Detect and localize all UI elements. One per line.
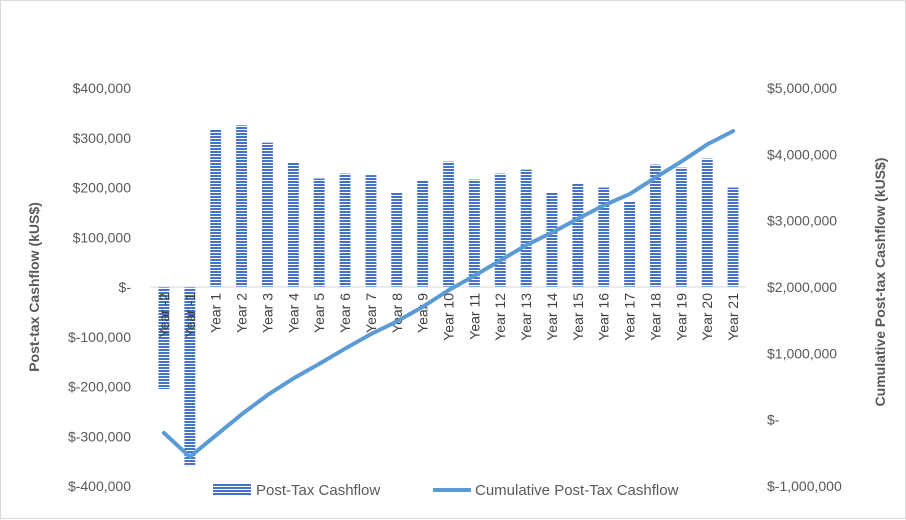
- bar-year-2: [158, 287, 170, 389]
- bar-year12: [494, 173, 506, 287]
- category-label: Year 1: [208, 293, 224, 333]
- legend-line-label: Cumulative Post-Tax Cashflow: [475, 482, 679, 499]
- category-label: Year 10: [441, 293, 457, 341]
- category-label: Year 13: [518, 293, 534, 341]
- bar-year17: [624, 201, 636, 287]
- category-label: Year 7: [363, 293, 379, 333]
- bar-year2: [236, 125, 247, 287]
- left-tick-label: $-100,000: [68, 329, 131, 345]
- category-label: Year 5: [311, 293, 327, 333]
- right-tick-label: $4,000,000: [767, 146, 837, 162]
- bar-year1: [210, 129, 222, 287]
- bar-year7: [365, 175, 377, 287]
- left-tick-label: $200,000: [73, 180, 132, 196]
- category-label: Year 12: [492, 293, 508, 341]
- right-tick-label: $5,000,000: [767, 80, 837, 96]
- right-axis-ticks: $5,000,000 $4,000,000 $3,000,000 $2,000,000…: [767, 80, 842, 494]
- left-tick-label: $400,000: [73, 80, 132, 96]
- category-label: Year 16: [596, 293, 612, 341]
- bar-year11: [468, 179, 480, 287]
- left-tick-label: $-: [119, 279, 132, 295]
- category-label: Year 20: [699, 293, 715, 341]
- left-axis-title: Post-tax Cashflow (kUS$): [26, 202, 42, 372]
- category-label: Year 3: [259, 293, 275, 333]
- bar-year4: [287, 162, 299, 287]
- bar-year15: [572, 183, 584, 287]
- bar-year10: [443, 161, 454, 287]
- category-label: Year 11: [466, 293, 482, 340]
- category-label: Year -1: [182, 293, 198, 338]
- right-tick-label: $1,000,000: [767, 345, 837, 361]
- bar-year5: [313, 178, 325, 287]
- bar-year8: [391, 192, 403, 287]
- bar-year18: [650, 164, 661, 287]
- line-series: [161, 129, 736, 459]
- category-label: Year 19: [673, 293, 689, 341]
- left-tick-label: $300,000: [73, 130, 132, 146]
- left-tick-label: $-400,000: [68, 478, 131, 494]
- bar-year16: [598, 187, 610, 287]
- bar-year3: [262, 142, 273, 287]
- category-label: Year 18: [647, 293, 663, 341]
- right-axis-title: Cumulative Post-tax Cashflow (kUS$): [872, 158, 888, 407]
- bar-year13: [520, 169, 532, 287]
- category-label: Year 8: [389, 293, 405, 333]
- category-label: Year 17: [622, 293, 638, 341]
- category-label: Year 14: [544, 293, 560, 341]
- left-tick-label: $-300,000: [68, 428, 131, 444]
- category-label: Year -2: [156, 293, 172, 338]
- category-labels: Year -2 Year -1 Year 1 Year 2 Year 3 Year 4 Ye…: [156, 293, 741, 341]
- category-label: Year 9: [415, 293, 431, 333]
- bar-year6: [339, 173, 351, 287]
- right-tick-label: $3,000,000: [767, 213, 837, 229]
- right-tick-label: $2,000,000: [767, 279, 837, 295]
- bar-year14: [546, 192, 558, 287]
- right-tick-label: $-: [767, 412, 780, 428]
- legend-bar-swatch: [213, 484, 251, 495]
- bar-year-1: [184, 287, 196, 467]
- left-axis-ticks: $400,000 $300,000 $200,000 $100,000 $- $-100,…: [68, 80, 131, 494]
- legend: Post-Tax Cashflow Cumulative Post-Tax Ca…: [213, 482, 679, 499]
- left-tick-label: $-200,000: [68, 379, 131, 395]
- right-tick-label: $-1,000,000: [767, 478, 842, 494]
- category-label: Year 2: [234, 293, 250, 333]
- legend-bar-label: Post-Tax Cashflow: [256, 482, 380, 499]
- left-tick-label: $100,000: [73, 229, 132, 245]
- bar-year21: [727, 187, 739, 287]
- category-label: Year 6: [337, 293, 353, 333]
- bar-year9: [417, 181, 429, 287]
- category-label: Year 21: [725, 293, 741, 341]
- bar-year20: [701, 158, 713, 287]
- category-label: Year 15: [570, 293, 586, 341]
- category-label: Year 4: [285, 293, 301, 333]
- bar-series: [158, 125, 739, 467]
- cumulative-line: [161, 129, 736, 459]
- bar-year19: [675, 167, 687, 287]
